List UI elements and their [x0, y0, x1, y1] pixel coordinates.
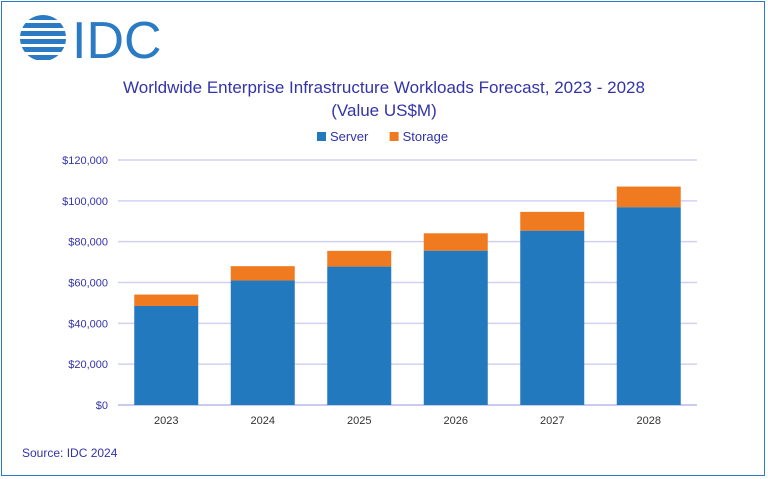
- logo-text: IDC: [72, 12, 162, 70]
- source-note: Source: IDC 2024: [22, 446, 118, 460]
- y-tick-label: $20,000: [68, 359, 108, 371]
- y-tick-label: $120,000: [62, 155, 108, 167]
- x-tick-label: 2024: [251, 415, 275, 427]
- bar-server: [134, 305, 199, 405]
- bar-storage: [616, 186, 681, 208]
- bar-storage: [423, 233, 488, 251]
- x-tick-label: 2026: [444, 415, 468, 427]
- bar-storage: [327, 250, 392, 267]
- x-tick-label: 2025: [347, 415, 371, 427]
- bar-server: [423, 250, 488, 405]
- globe-icon: [20, 15, 66, 60]
- bar-storage: [520, 211, 585, 231]
- y-tick-label: $80,000: [68, 237, 108, 249]
- legend-swatch-server: [317, 132, 326, 141]
- legend-label-storage: Storage: [403, 129, 449, 144]
- y-tick-label: $100,000: [62, 196, 108, 208]
- bar-storage: [134, 294, 199, 306]
- chart-title: Worldwide Enterprise Infrastructure Work…: [123, 78, 645, 97]
- legend-label-server: Server: [330, 129, 369, 144]
- y-tick-label: $40,000: [68, 318, 108, 330]
- x-tick-label: 2027: [540, 415, 564, 427]
- x-tick-label: 2023: [154, 415, 178, 427]
- chart-subtitle: (Value US$M): [331, 101, 437, 120]
- bar-server: [520, 230, 585, 405]
- bar-server: [616, 207, 681, 405]
- legend-swatch-storage: [389, 132, 399, 141]
- bar-storage: [230, 266, 295, 281]
- y-tick-label: $0: [96, 400, 108, 412]
- bar-server: [327, 266, 392, 405]
- y-tick-label: $60,000: [68, 278, 108, 290]
- idc-logo: IDC: [20, 12, 162, 70]
- bar-server: [230, 280, 295, 405]
- x-tick-label: 2028: [637, 415, 661, 427]
